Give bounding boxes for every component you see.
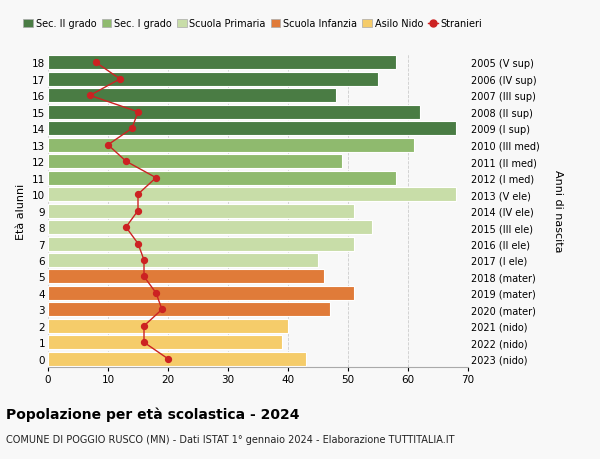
Bar: [48, 89, 336, 103]
Bar: [48, 139, 414, 152]
Bar: [48, 286, 354, 300]
Point: [151, 174, 161, 182]
Bar: [48, 336, 282, 350]
Point: [133, 109, 143, 116]
Text: COMUNE DI POGGIO RUSCO (MN) - Dati ISTAT 1° gennaio 2024 - Elaborazione TUTTITAL: COMUNE DI POGGIO RUSCO (MN) - Dati ISTAT…: [6, 434, 455, 444]
Point: [103, 142, 113, 149]
Point: [157, 306, 167, 313]
Bar: [48, 253, 318, 268]
Bar: [48, 237, 354, 251]
Bar: [48, 221, 372, 235]
Bar: [48, 204, 354, 218]
Legend: Sec. II grado, Sec. I grado, Scuola Primaria, Scuola Infanzia, Asilo Nido, Stran: Sec. II grado, Sec. I grado, Scuola Prim…: [23, 19, 482, 29]
Point: [115, 76, 125, 84]
Text: Popolazione per età scolastica - 2024: Popolazione per età scolastica - 2024: [6, 406, 299, 421]
Y-axis label: Età alunni: Età alunni: [16, 183, 26, 239]
Point: [139, 323, 149, 330]
Y-axis label: Anni di nascita: Anni di nascita: [553, 170, 563, 252]
Point: [85, 92, 95, 100]
Point: [133, 207, 143, 215]
Point: [121, 224, 131, 231]
Point: [133, 191, 143, 198]
Bar: [48, 352, 306, 366]
Point: [139, 273, 149, 280]
Bar: [48, 155, 342, 169]
Point: [151, 290, 161, 297]
Bar: [48, 171, 396, 185]
Bar: [48, 303, 330, 317]
Point: [139, 257, 149, 264]
Bar: [48, 188, 456, 202]
Point: [163, 355, 173, 363]
Point: [127, 125, 137, 133]
Bar: [48, 106, 420, 119]
Bar: [48, 270, 324, 284]
Bar: [48, 319, 288, 333]
Bar: [48, 122, 456, 136]
Point: [133, 241, 143, 248]
Bar: [48, 56, 396, 70]
Bar: [48, 73, 378, 87]
Point: [139, 339, 149, 346]
Point: [91, 60, 101, 67]
Point: [121, 158, 131, 166]
